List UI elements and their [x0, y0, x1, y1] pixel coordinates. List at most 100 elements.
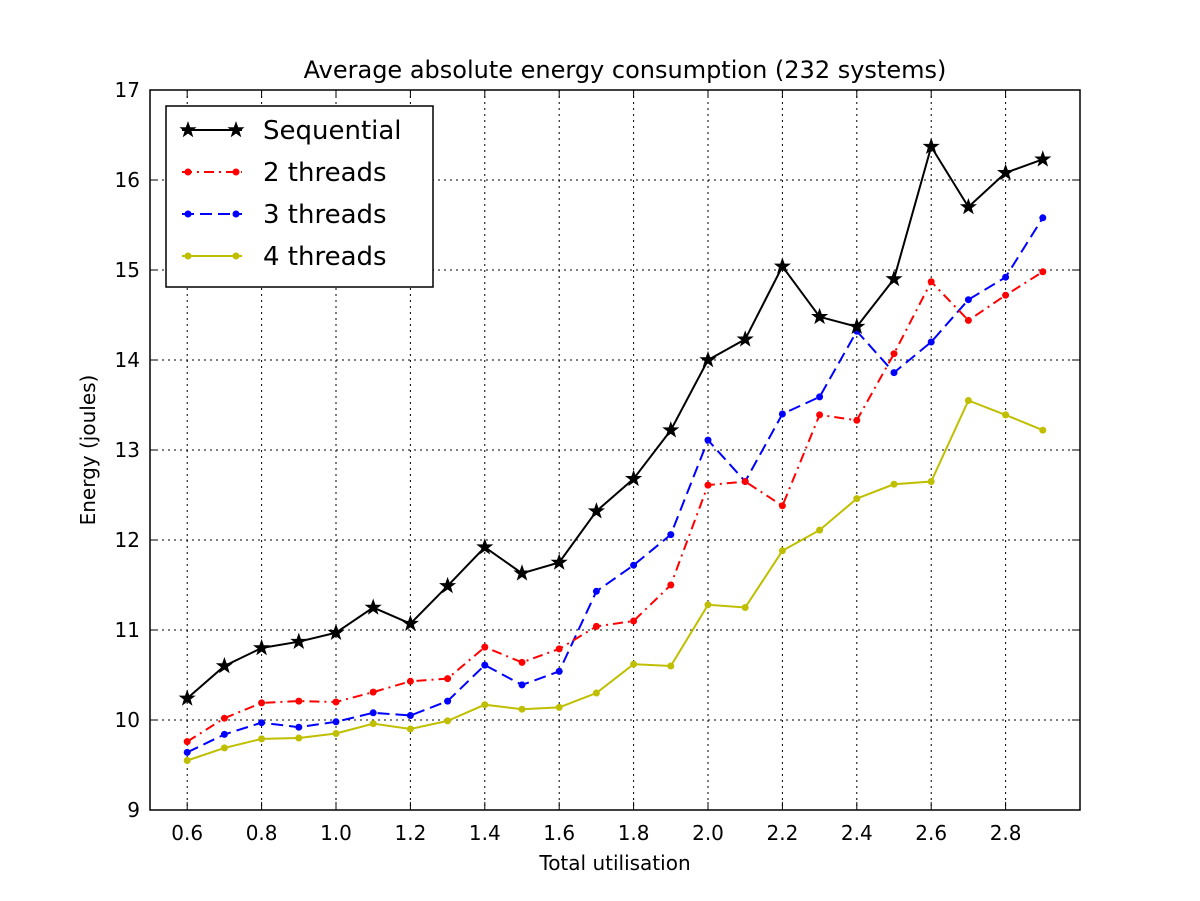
legend-marker — [232, 252, 240, 260]
data-point-3-threads — [704, 436, 712, 444]
data-point-2-threads — [630, 617, 638, 625]
legend-item-3-threads: 3 threads — [182, 200, 387, 230]
data-point-3-threads — [518, 681, 526, 689]
data-point-sequential — [215, 656, 233, 674]
legend-marker — [232, 210, 240, 218]
data-point-4-threads — [927, 478, 935, 485]
data-point-sequential — [476, 538, 494, 555]
data-point-4-threads — [518, 705, 526, 713]
y-tick-label: 9 — [127, 798, 140, 822]
data-point-4-threads — [332, 730, 340, 737]
y-tick-label: 11 — [115, 618, 140, 642]
grid — [150, 90, 1080, 810]
data-point-2-threads — [1039, 268, 1047, 276]
data-point-3-threads — [555, 667, 563, 675]
data-point-3-threads — [964, 296, 972, 304]
data-point-4-threads — [1039, 426, 1047, 434]
data-point-3-threads — [630, 561, 638, 569]
x-tick-label: 2.0 — [692, 821, 724, 845]
data-point-sequential — [513, 564, 531, 581]
data-point-4-threads — [183, 757, 191, 764]
data-point-3-threads — [369, 709, 377, 717]
x-tick-label: 0.8 — [246, 821, 278, 845]
data-point-4-threads — [704, 601, 712, 609]
data-point-3-threads — [332, 718, 340, 726]
data-point-2-threads — [741, 478, 749, 485]
data-point-sequential — [811, 307, 829, 325]
data-point-sequential — [327, 623, 345, 641]
data-point-2-threads — [704, 481, 712, 489]
data-point-2-threads — [481, 643, 489, 651]
data-point-4-threads — [555, 703, 563, 711]
legend-marker — [232, 168, 240, 176]
y-tick-label: 17 — [115, 78, 140, 102]
x-tick-label: 2.2 — [766, 821, 798, 845]
x-tick-label: 1.6 — [543, 821, 575, 845]
data-point-sequential — [736, 330, 754, 347]
data-point-2-threads — [890, 350, 898, 358]
data-point-sequential — [253, 638, 271, 656]
data-point-2-threads — [332, 698, 340, 706]
legend-label: Sequential — [263, 116, 402, 146]
data-point-4-threads — [481, 701, 489, 709]
legend-marker — [184, 168, 192, 176]
legend-marker — [227, 120, 245, 138]
data-point-3-threads — [778, 410, 786, 418]
data-point-4-threads — [741, 604, 749, 611]
series-sequential — [178, 137, 1052, 706]
data-point-4-threads — [295, 734, 303, 742]
data-point-3-threads — [890, 369, 898, 377]
data-point-2-threads — [258, 699, 266, 707]
legend-item-2-threads: 2 threads — [182, 158, 387, 188]
data-point-sequential — [364, 598, 382, 615]
series-3-threads — [183, 214, 1047, 756]
data-point-sequential — [550, 553, 568, 570]
data-point-sequential — [439, 576, 457, 594]
data-point-sequential — [1034, 150, 1052, 167]
data-point-sequential — [699, 350, 717, 368]
series-line-sequential — [186, 144, 1044, 700]
x-tick-label: 1.4 — [469, 821, 501, 845]
data-point-4-threads — [369, 720, 377, 728]
y-axis-label: Energy (joules) — [76, 375, 100, 526]
data-point-2-threads — [444, 675, 452, 683]
data-point-sequential — [587, 502, 605, 519]
legend-item-sequential: Sequential — [179, 116, 402, 146]
data-point-2-threads — [183, 738, 191, 746]
data-point-sequential — [290, 632, 308, 650]
data-point-4-threads — [667, 662, 675, 670]
data-point-3-threads — [444, 697, 452, 705]
data-point-2-threads — [853, 416, 861, 424]
y-tick-label: 12 — [115, 528, 140, 552]
series-line-4-threads — [186, 399, 1044, 762]
data-point-2-threads — [295, 697, 303, 705]
y-tick-label: 14 — [115, 348, 140, 372]
y-tick-label: 13 — [115, 438, 140, 462]
data-point-4-threads — [964, 397, 972, 404]
data-point-4-threads — [890, 480, 898, 488]
data-point-2-threads — [667, 581, 675, 589]
y-tick-label: 10 — [115, 708, 140, 732]
data-point-sequential — [625, 469, 643, 487]
y-tick-label: 15 — [115, 258, 140, 282]
data-point-4-threads — [220, 744, 228, 752]
data-point-4-threads — [630, 660, 638, 668]
y-tick-label: 16 — [115, 168, 140, 192]
x-tick-label: 2.8 — [990, 821, 1022, 845]
data-point-3-threads — [1039, 214, 1047, 222]
data-point-sequential — [401, 614, 419, 632]
data-point-4-threads — [592, 689, 600, 697]
legend-label: 2 threads — [263, 158, 387, 188]
data-point-sequential — [773, 257, 791, 274]
plot-frame — [149, 89, 1081, 811]
data-point-2-threads — [964, 316, 972, 324]
series-2-threads — [183, 268, 1047, 746]
legend-marker — [179, 120, 197, 138]
x-axis-label: Total utilisation — [538, 851, 690, 875]
data-point-2-threads — [927, 278, 935, 286]
data-point-4-threads — [816, 526, 824, 534]
series-4-threads — [183, 397, 1047, 764]
data-point-4-threads — [853, 495, 861, 503]
data-point-2-threads — [518, 658, 526, 666]
